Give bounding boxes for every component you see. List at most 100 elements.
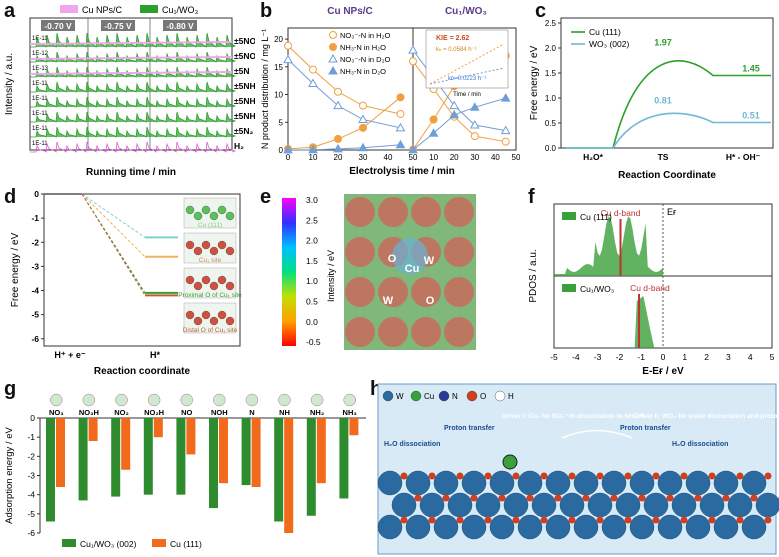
- left-nh3-h2o-point: [396, 93, 405, 102]
- y-tick-label: -2: [31, 237, 39, 247]
- legend-atom: [466, 390, 478, 402]
- right-no3-h2o-point: [409, 57, 417, 66]
- structure-thumb: [183, 232, 237, 264]
- w-atom: [461, 514, 487, 540]
- inset-frame: [425, 29, 509, 89]
- atom-sphere: [378, 277, 408, 307]
- o-atom: [400, 516, 408, 524]
- w-atom: [545, 514, 571, 540]
- w-atom: [517, 514, 543, 540]
- o-atom: [498, 494, 506, 502]
- o-atom: [736, 472, 744, 480]
- w-atom: [517, 470, 543, 496]
- row-species: ±5NO₂: [234, 36, 255, 46]
- row-scale: 1E-11: [32, 126, 48, 132]
- panel-d: d 0 -1 -2 -3 -4 -5 -6 Cu (111) Cu₁ site Proximal …: [0, 186, 262, 378]
- atom-sphere: [378, 197, 408, 227]
- o-atom: [456, 516, 464, 524]
- y-axis-title: Free energy / eV: [529, 45, 540, 120]
- scale-tick: 2.0: [306, 236, 318, 246]
- y-tick-label: 5: [279, 118, 284, 127]
- atom-label: Cu: [405, 263, 420, 275]
- row-trace-cu-np: [29, 71, 233, 75]
- plot-frame: [560, 17, 774, 149]
- w-atom: [573, 470, 599, 496]
- atom: [193, 211, 203, 221]
- w-atom: [685, 470, 711, 496]
- wo-end-value: 0.51: [742, 111, 760, 121]
- site-label: Cu₁ site: [199, 257, 222, 264]
- x-tick-label: -3: [594, 352, 602, 362]
- fermi-label: Eғ: [667, 207, 677, 217]
- panel-a-spectra: Cu NPs/C Cu₁/WO₃ -0.70 V -0.75 V -0.80 V 1E-1…: [4, 5, 255, 178]
- x-tick-label: 40: [491, 153, 500, 162]
- atom: [185, 310, 195, 320]
- potential-badge: [41, 20, 75, 31]
- panel-a: a Cu NPs/C Cu₁/WO₃ -0.70 V -0.75 V -0.80 V 1E…: [0, 0, 255, 182]
- panel-g-chart: 0 -1 -2 -3 -4 -5 -6 NO₃ NO₃H NO₂ NO₂H NO NOH N NH NH₂ NH…: [4, 393, 366, 549]
- legend-swatch-cu-np: [60, 5, 78, 13]
- x-tick-label: 10: [309, 153, 318, 162]
- plot-frame: [29, 17, 233, 151]
- atom-sphere: [345, 197, 375, 227]
- x-tick-label: H* - OH⁻: [726, 152, 761, 162]
- left-no3-d2o-point: [283, 54, 293, 64]
- y-tick-label: 15: [274, 63, 283, 72]
- scale-tick: 2.5: [306, 215, 318, 225]
- atom: [225, 246, 235, 256]
- legend-atom-label: H: [508, 392, 514, 401]
- atom: [225, 316, 235, 326]
- o-atom: [526, 494, 534, 502]
- inset-kie: KIE = 2.62: [436, 35, 469, 42]
- row-scale: 1E-11: [32, 111, 48, 117]
- right-nh3-d2o-point: [449, 109, 460, 119]
- legend-atom: [382, 390, 394, 402]
- y-tick-label: 0: [30, 413, 35, 423]
- cu-atom: [502, 454, 518, 470]
- atom: [201, 240, 211, 250]
- atom: [225, 211, 235, 221]
- bar-1: [56, 418, 65, 487]
- cu-ts-value: 1.97: [654, 38, 672, 48]
- bar-1: [219, 418, 228, 484]
- atom: [185, 205, 195, 215]
- w-atom: [741, 470, 767, 496]
- left-nh3-h2o-point: [334, 134, 342, 143]
- site-label: Distal O of Cu₁ site: [183, 327, 238, 334]
- o-atom: [652, 516, 660, 524]
- x-tick-label: -4: [572, 352, 580, 362]
- x-axis-title: E-Eғ / eV: [642, 366, 684, 376]
- legend-atom-label: O: [480, 392, 486, 401]
- legend-atom-label: N: [452, 392, 458, 401]
- atom: [209, 316, 219, 326]
- right-title: Cu₁/WO₃: [445, 6, 487, 17]
- y-tick-label: 0.5: [545, 119, 557, 128]
- row-trace-cu-np: [29, 56, 233, 60]
- y-axis-title: N product distribution / mg L⁻¹: [260, 29, 270, 149]
- o-atom: [484, 472, 492, 480]
- o-atom: [624, 516, 632, 524]
- atom-sphere: [411, 277, 441, 307]
- color-scale-bar: [282, 198, 296, 346]
- transfer-arrow: [561, 429, 633, 439]
- right-no3-d2o-point: [500, 125, 511, 135]
- y-tick-label: 0: [34, 189, 39, 199]
- panel-g: g 0 -1 -2 -3 -4 -5 -6 NO₃ NO₃H NO₂ NO₂H NO NOH N NH NH₂…: [0, 378, 370, 557]
- row-species: ±5N₂: [234, 126, 254, 136]
- left-title: Cu NPs/C: [327, 6, 373, 17]
- left-no3-d2o-point: [308, 78, 318, 87]
- panel-h-schematic: W Cu N O H Driver I: Cu₁ for NO₃⁻-N dissociat…: [377, 383, 779, 555]
- o-atom: [428, 472, 436, 480]
- left-no3-h2o-point: [396, 109, 405, 118]
- row-species: ±5NH₃: [234, 111, 255, 121]
- bar-1: [251, 418, 261, 487]
- panel-b-label: b: [260, 0, 273, 22]
- panel-f-label: f: [528, 186, 535, 208]
- bar-1: [349, 418, 359, 436]
- w-atom: [433, 514, 459, 540]
- atom: [209, 211, 219, 221]
- path-1: [81, 193, 146, 258]
- o-atom: [470, 494, 478, 502]
- left-nh3-h2o-point: [359, 123, 367, 132]
